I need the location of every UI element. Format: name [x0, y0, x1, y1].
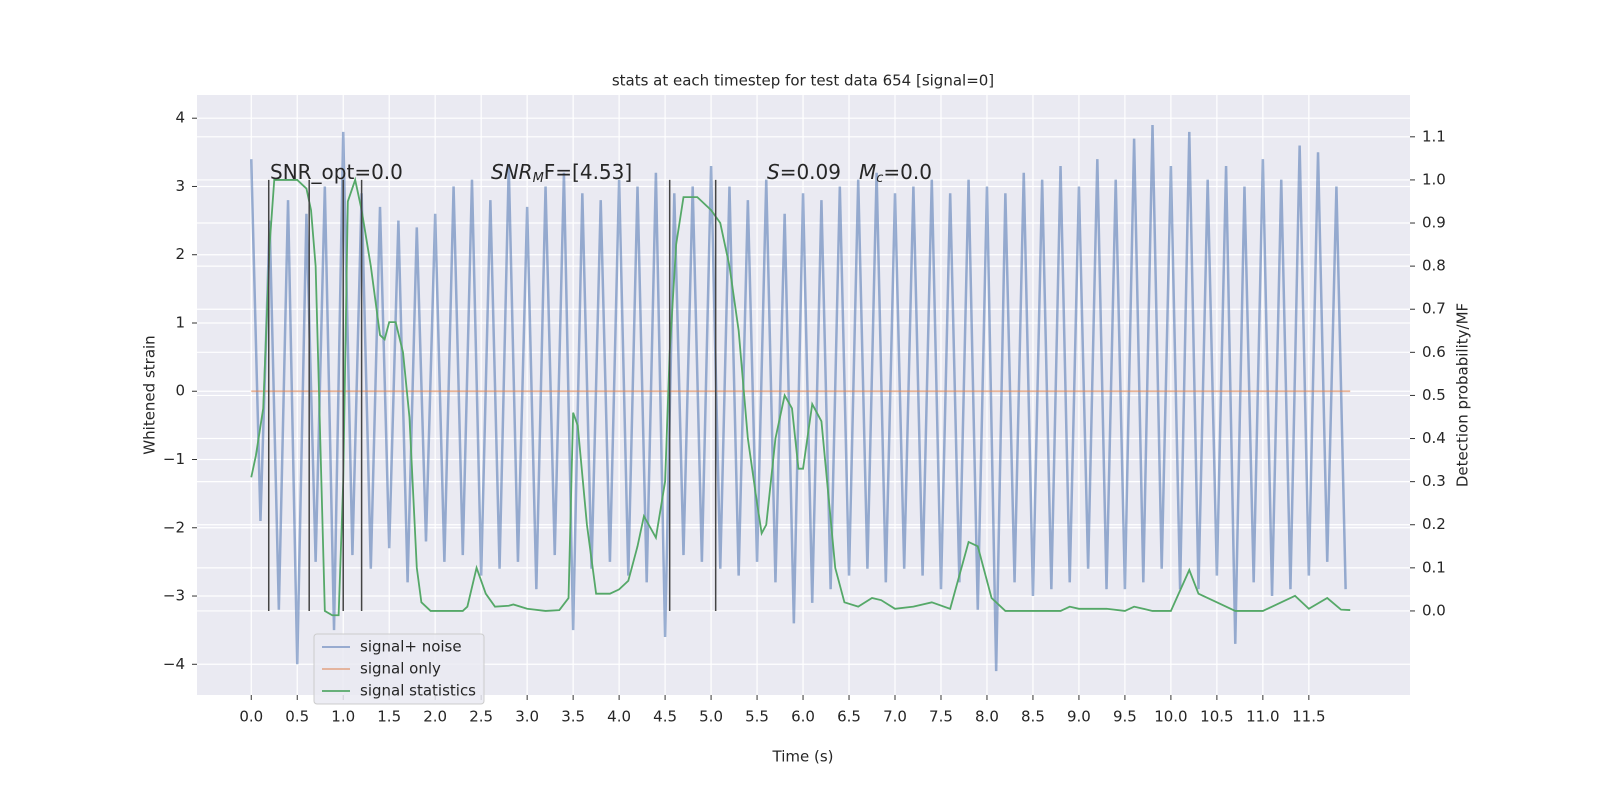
y2-tick-label: 0.1 — [1422, 558, 1446, 576]
annotation-part: =0.0 — [883, 160, 932, 184]
x-tick-label: 5.5 — [745, 708, 769, 726]
x-tick-label: 3.0 — [515, 708, 539, 726]
annotation-part: M — [859, 160, 876, 184]
x-tick-label: 9.5 — [1113, 708, 1137, 726]
x-tick-label: 1.0 — [331, 708, 355, 726]
y-tick-label: −4 — [163, 655, 185, 673]
y2-tick-label: 0.9 — [1422, 214, 1446, 232]
x-tick-label: 7.0 — [883, 708, 907, 726]
x-tick-label: 1.5 — [377, 708, 401, 726]
x-tick-label: 0.5 — [285, 708, 309, 726]
y2-tick-label: 1.0 — [1422, 170, 1446, 188]
y-tick-label: 3 — [175, 177, 185, 195]
y2-tick-label: 0.7 — [1422, 300, 1446, 318]
y-tick-label: 1 — [175, 313, 185, 331]
y2-tick-label: 0.0 — [1422, 601, 1446, 619]
annotation-part: SNR_opt=0.0 — [270, 160, 403, 184]
x-tick-label: 10.0 — [1154, 708, 1187, 726]
x-tick-label: 4.5 — [653, 708, 677, 726]
x-tick-label: 2.0 — [423, 708, 447, 726]
x-tick-label: 10.5 — [1200, 708, 1233, 726]
annotation-part: SNR — [491, 160, 533, 184]
x-tick-label: 11.5 — [1292, 708, 1325, 726]
annotation-part: M — [533, 171, 544, 186]
x-tick-label: 4.0 — [607, 708, 631, 726]
x-tick-label: 8.0 — [975, 708, 999, 726]
annotation-part: S — [767, 160, 780, 184]
x-tick-label: 9.0 — [1067, 708, 1091, 726]
x-tick-label: 7.5 — [929, 708, 953, 726]
y2-tick-label: 1.1 — [1422, 127, 1446, 145]
x-tick-label: 6.5 — [837, 708, 861, 726]
y2-tick-label: 0.8 — [1422, 257, 1446, 275]
y-axis-label: Whitened strain — [141, 335, 159, 454]
x-tick-label: 2.5 — [469, 708, 493, 726]
y2-tick-label: 0.2 — [1422, 515, 1446, 533]
x-axis-label: Time (s) — [772, 748, 834, 766]
y-tick-label: 2 — [175, 245, 185, 263]
chart-title: stats at each timestep for test data 654… — [612, 72, 994, 90]
y2-axis-label: Detection probability/MF — [1454, 303, 1472, 487]
annotation-part: =0.09 — [780, 160, 841, 184]
annotation: Mc=0.0 — [859, 160, 932, 186]
legend-label: signal only — [360, 660, 441, 678]
y-tick-label: −2 — [163, 518, 185, 536]
legend-box — [313, 633, 485, 705]
y2-tick-label: 0.6 — [1422, 343, 1446, 361]
y-tick-label: −1 — [163, 450, 185, 468]
y-tick-label: −3 — [163, 587, 185, 605]
y-tick-label: 4 — [175, 109, 185, 127]
x-tick-label: 0.0 — [239, 708, 263, 726]
legend-label: signal statistics — [360, 682, 476, 700]
y-tick-label: 0 — [175, 382, 185, 400]
x-tick-label: 8.5 — [1021, 708, 1045, 726]
annotation-part: F=[4.53] — [544, 160, 632, 184]
annotation: SNRMF=[4.53] — [491, 160, 632, 186]
legend-label: signal+ noise — [360, 638, 462, 656]
x-tick-label: 11.0 — [1246, 708, 1279, 726]
annotation: S=0.09 — [767, 160, 841, 184]
annotation: SNR_opt=0.0 — [270, 160, 403, 184]
x-tick-label: 3.5 — [561, 708, 585, 726]
series-line — [250, 125, 1347, 672]
x-tick-label: 5.0 — [699, 708, 723, 726]
x-tick-label: 6.0 — [791, 708, 815, 726]
annotation-part: c — [876, 171, 883, 186]
y2-tick-label: 0.3 — [1422, 472, 1446, 490]
y2-tick-label: 0.4 — [1422, 429, 1446, 447]
y2-tick-label: 0.5 — [1422, 386, 1446, 404]
legend: signal+ noise signal only signal statistic… — [313, 633, 485, 705]
